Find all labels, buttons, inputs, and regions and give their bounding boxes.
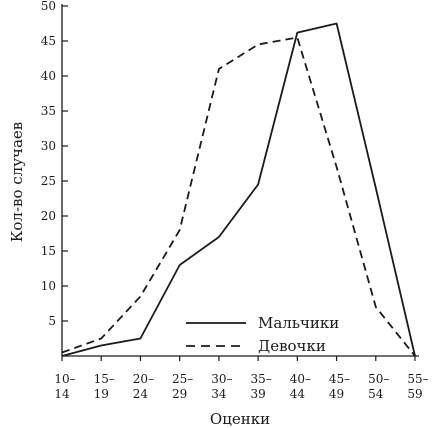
x-tick-label: 10– [54,372,75,386]
y-axis-title: Кол-во случаев [8,122,26,242]
x-tick-label: 40– [290,372,311,386]
x-tick-label-line2: 49 [329,387,344,401]
x-tick-label: 55– [407,372,428,386]
legend: Мальчики Девочки [186,314,339,355]
x-tick-label: 15– [94,372,115,386]
series-lines [61,22,416,357]
x-tick-label-line2: 24 [133,387,149,401]
x-tick-label-line2: 19 [94,387,109,401]
y-tick-label: 50 [41,0,56,13]
y-tick-label: 25 [41,174,56,188]
axes [61,4,419,357]
y-tick-label: 15 [41,244,56,258]
x-tick-label-line2: 34 [211,387,227,401]
legend-label: Мальчики [258,314,339,332]
y-tick-label: 10 [41,279,56,293]
legend-label: Девочки [258,337,326,355]
x-tick-label-line2: 59 [407,387,422,401]
x-tick-label: 20– [133,372,154,386]
y-tick-label: 45 [41,34,56,48]
x-tick-label: 35– [250,372,271,386]
x-tick-label: 50– [368,372,389,386]
x-axis-ticks: 10–14 15–19 20–24 25–29 30–34 35–39 40–44 45–49… [54,356,429,401]
x-tick-label-line2: 29 [172,387,187,401]
y-tick-label: 5 [48,314,56,328]
y-tick-label: 20 [41,209,56,223]
y-tick-label: 40 [41,69,56,83]
x-tick-label-line2: 54 [368,387,384,401]
x-tick-label-line2: 14 [54,387,70,401]
y-tick-label: 30 [41,139,56,153]
series-line-solid [61,22,416,357]
y-axis-ticks: 5 10 15 20 25 30 35 40 45 50 [41,0,68,328]
y-tick-label: 35 [41,104,56,118]
x-tick-label-line2: 39 [250,387,265,401]
series-line-dashed [61,36,416,357]
x-tick-label-line2: 44 [290,387,306,401]
x-tick-label: 30– [211,372,232,386]
x-tick-label: 25– [172,372,193,386]
x-axis-title: Оценки [210,410,270,428]
x-tick-label: 45– [329,372,350,386]
